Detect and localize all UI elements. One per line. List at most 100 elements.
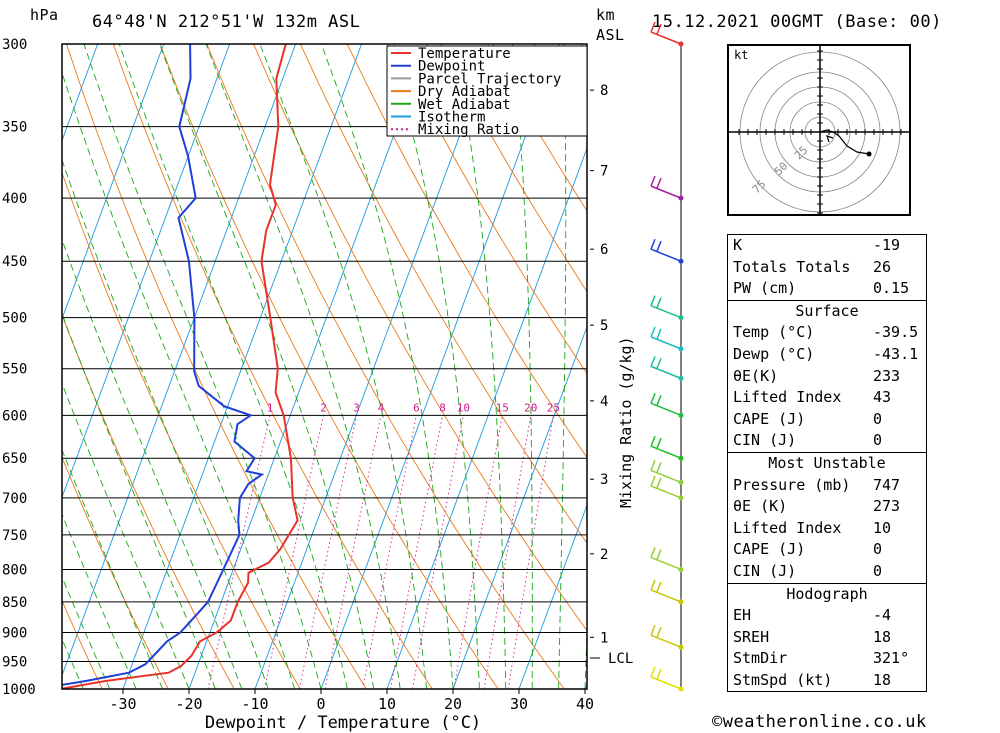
wind-barb bbox=[650, 666, 682, 690]
dry-adiabat-line bbox=[206, 44, 565, 689]
index-section-title: Most Unstable bbox=[728, 451, 926, 475]
index-value: 747 bbox=[873, 475, 901, 494]
temperature-tick-label: -10 bbox=[241, 695, 268, 713]
pressure-tick-label: 550 bbox=[2, 362, 27, 378]
isotherm-line bbox=[188, 44, 429, 689]
wet-adiabat-line bbox=[62, 71, 296, 689]
wind-barb bbox=[650, 295, 682, 319]
index-value: 0 bbox=[873, 431, 883, 450]
mixing-ratio-label: 8 bbox=[439, 401, 446, 414]
location-title: 64°48'N 212°51'W 132m ASL bbox=[92, 12, 361, 32]
index-value: 273 bbox=[873, 497, 901, 516]
isotherm-line bbox=[386, 147, 587, 689]
index-row: Totals Totals 26 bbox=[728, 257, 926, 279]
plot-frame bbox=[61, 43, 588, 690]
temperature-tick-label: 0 bbox=[316, 695, 325, 713]
temperature-profile bbox=[62, 44, 299, 689]
wind-barb bbox=[650, 21, 682, 45]
pressure-tick-label: 500 bbox=[2, 311, 27, 327]
dry-adiabat-line bbox=[955, 44, 1000, 689]
legend-item-label: Isotherm bbox=[418, 110, 485, 126]
isotherm-line bbox=[254, 44, 495, 689]
km-tick-label: 6 bbox=[600, 242, 608, 258]
index-value: 321° bbox=[873, 649, 910, 668]
wet-adiabat-line bbox=[584, 622, 587, 689]
isotherm-line bbox=[62, 44, 165, 321]
mixing-ratio-label: 4 bbox=[378, 401, 385, 414]
pressure-tick-label: 1000 bbox=[2, 682, 36, 698]
isotherm-line bbox=[518, 503, 587, 689]
index-label: Pressure (mb) bbox=[733, 475, 851, 494]
dry-adiabat-line bbox=[393, 44, 587, 375]
isotherm-line bbox=[320, 44, 561, 689]
mixing-ratio-line bbox=[263, 415, 324, 689]
legend-item-label: Wet Adiabat bbox=[418, 97, 511, 113]
wet-adiabat-line bbox=[118, 44, 348, 689]
index-row: StmSpd (kt) 18 bbox=[728, 670, 926, 692]
pressure-tick-label: 800 bbox=[2, 562, 27, 578]
index-label: StmDir bbox=[733, 649, 788, 668]
index-value: -19 bbox=[873, 236, 901, 254]
dry-adiabat-line bbox=[346, 44, 587, 459]
index-value: 10 bbox=[873, 518, 892, 537]
index-row: CAPE (J) 0 bbox=[728, 539, 926, 561]
index-label: EH bbox=[733, 606, 752, 625]
index-row: Lifted Index 10 bbox=[728, 518, 926, 540]
km-tick-label: 2 bbox=[600, 547, 608, 563]
legend-item-label: Dry Adiabat bbox=[418, 84, 511, 100]
index-label: CAPE (J) bbox=[733, 540, 806, 559]
wind-barb bbox=[650, 356, 682, 380]
pressure-tick-label: 400 bbox=[2, 191, 27, 207]
wet-adiabat-line bbox=[159, 44, 375, 689]
index-row: CAPE (J) 0 bbox=[728, 409, 926, 431]
isotherm-line bbox=[62, 44, 231, 499]
index-label: CIN (J) bbox=[733, 561, 797, 580]
pressure-tick-label: 600 bbox=[2, 408, 27, 424]
legend-item-label: Temperature bbox=[418, 46, 511, 62]
index-label: Dewp (°C) bbox=[733, 344, 815, 363]
temperature-tick-label: 10 bbox=[378, 695, 396, 713]
index-label: CAPE (J) bbox=[733, 409, 806, 428]
dry-adiabat-line bbox=[66, 44, 367, 689]
index-label: θE(K) bbox=[733, 366, 779, 385]
hodograph-ring-label: 75 bbox=[750, 178, 769, 197]
legend-item-label: Dewpoint bbox=[418, 59, 485, 75]
index-value: 18 bbox=[873, 670, 892, 689]
index-value: 233 bbox=[873, 366, 901, 385]
index-value: 43 bbox=[873, 388, 892, 407]
mixing-ratio-label: 1 bbox=[267, 401, 274, 414]
index-row: Pressure (mb) 747 bbox=[728, 475, 926, 497]
mixing-ratio-axis-label: Mixing Ratio (g/kg) bbox=[617, 336, 635, 508]
mixing-ratio-label: 25 bbox=[547, 401, 560, 414]
dry-adiabat-line bbox=[112, 44, 433, 689]
wind-barb bbox=[650, 238, 682, 262]
wet-adiabat-line bbox=[320, 44, 454, 689]
index-label: StmSpd (kt) bbox=[733, 670, 833, 689]
index-value: 18 bbox=[873, 627, 892, 646]
km-tick-label: 7 bbox=[600, 164, 608, 180]
isotherm-line bbox=[452, 325, 587, 689]
indices-table: K -19 Totals Totals 26 PW (cm) 0.15 Surface Tem… bbox=[727, 234, 927, 693]
pressure-tick-label: 900 bbox=[2, 626, 27, 642]
wind-barb bbox=[650, 624, 682, 648]
temperature-tick-label: 40 bbox=[576, 695, 594, 713]
pressure-tick-label: 300 bbox=[2, 37, 27, 53]
wet-adiabat-line bbox=[62, 238, 243, 689]
mixing-ratio-line bbox=[411, 415, 464, 689]
isotherm-line bbox=[122, 44, 363, 689]
index-row: Lifted Index 43 bbox=[728, 387, 926, 409]
wind-profile bbox=[650, 21, 684, 692]
km-tick-label: 5 bbox=[600, 318, 608, 334]
mixing-ratio-label: 3 bbox=[353, 401, 360, 414]
index-row: CIN (J) 0 bbox=[728, 430, 926, 452]
index-label: Lifted Index bbox=[733, 388, 842, 407]
index-label: CIN (J) bbox=[733, 431, 797, 450]
wet-adiabat-line bbox=[62, 513, 137, 689]
index-row: K -19 bbox=[728, 235, 926, 257]
temperature-tick-label: -30 bbox=[109, 695, 136, 713]
pressure-tick-label: 750 bbox=[2, 528, 27, 544]
wind-barb bbox=[650, 175, 682, 199]
